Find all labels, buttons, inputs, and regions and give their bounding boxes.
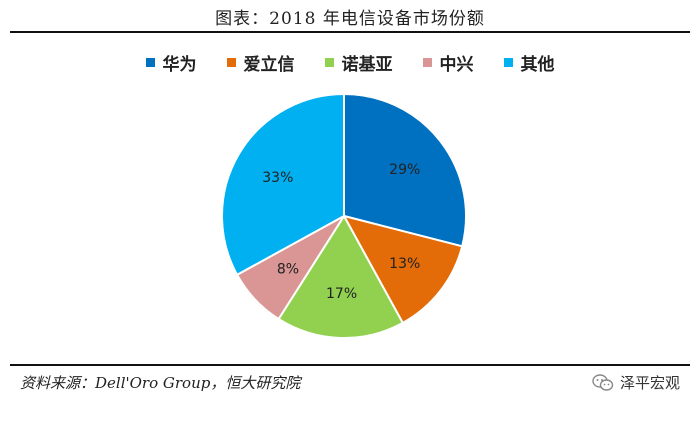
- slice-others: [221, 92, 345, 277]
- legend-label: 诺基亚: [341, 55, 393, 75]
- legend-item-huawei: 华为: [145, 50, 197, 75]
- legend-item-ericsson: 爱立信: [226, 50, 295, 75]
- slice-ericsson: [342, 214, 464, 325]
- legend-swatch: [503, 58, 513, 67]
- legend-item-zte: 中兴: [422, 50, 474, 75]
- slice-label: 17%: [326, 286, 357, 302]
- page-title: 图表：2018 年电信设备市场份额: [215, 9, 485, 29]
- slice-label: 13%: [389, 256, 420, 272]
- top-divider: [10, 31, 690, 33]
- legend-label: 其他: [520, 55, 555, 75]
- slice-huawei: [343, 92, 467, 248]
- slice-label: 29%: [389, 162, 420, 178]
- source-note: 资料来源：Dell'Oro Group，恒大研究院: [20, 374, 301, 392]
- legend-item-nokia: 诺基亚: [324, 50, 393, 75]
- legend-label: 华为: [162, 55, 197, 75]
- legend-label: 中兴: [439, 55, 474, 75]
- wechat-icon: [592, 373, 614, 391]
- legend-swatch: [226, 58, 236, 67]
- bottom-divider: [10, 364, 690, 366]
- slice-nokia: [277, 214, 405, 339]
- legend-swatch: [422, 58, 432, 67]
- brand-name: 泽平宏观: [619, 374, 680, 392]
- legend-swatch: [145, 58, 155, 67]
- slice-label: 8%: [277, 262, 299, 278]
- chart-legend: 华为 爱立信 诺基亚 中兴 其他: [0, 50, 700, 75]
- brand-mark: 泽平宏观: [592, 372, 680, 393]
- legend-label: 爱立信: [243, 55, 295, 75]
- legend-item-others: 其他: [503, 50, 555, 75]
- legend-swatch: [324, 58, 334, 67]
- slice-label: 33%: [262, 170, 293, 186]
